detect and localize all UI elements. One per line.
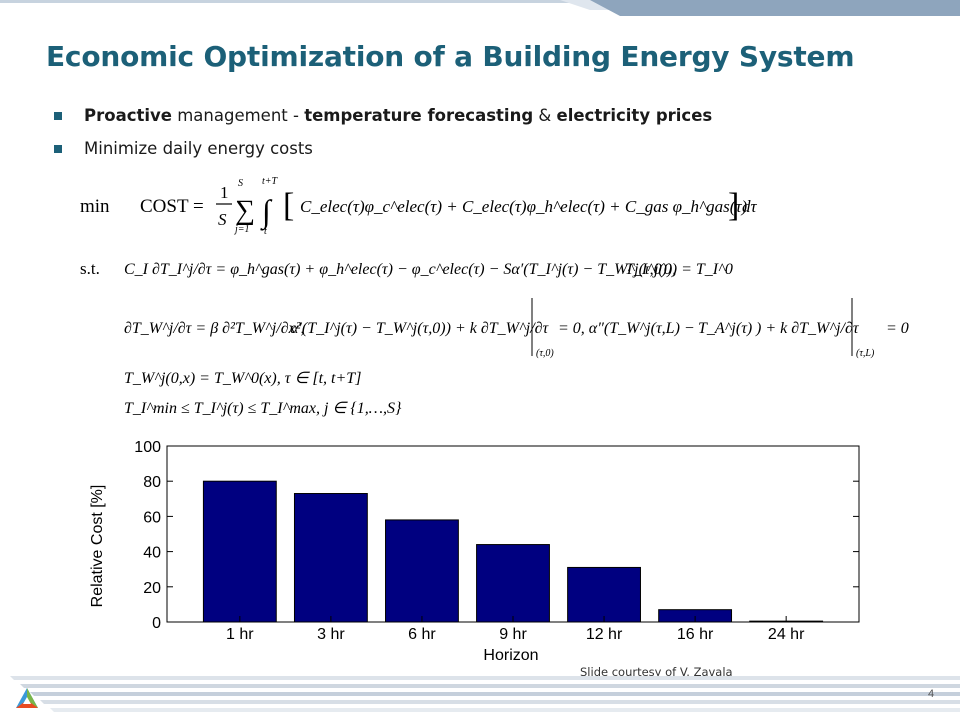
bullet-text: Minimize daily energy costs: [84, 139, 313, 158]
x-tick-label: 12 hr: [586, 626, 623, 643]
bullet-bold-prices: electricity prices: [556, 106, 713, 125]
argonne-logo: [16, 688, 38, 708]
bullet-item: Minimize daily energy costs: [54, 137, 712, 170]
x-tick-label: 24 hr: [768, 626, 805, 643]
bar: [202, 480, 277, 623]
bullet-bold-proactive: Proactive: [84, 106, 172, 125]
integral-symbol: t+T ∫ t: [260, 176, 279, 237]
bullet-marker: [54, 145, 62, 153]
svg-text:) + k ∂T_W^j/∂τ: ) + k ∂T_W^j/∂τ: [755, 320, 860, 337]
x-tick-label: 1 hr: [226, 626, 254, 643]
bullet-text-amp: &: [533, 106, 557, 125]
bullet-bold-forecasting: temperature forecasting: [304, 106, 534, 125]
y-axis-label: Relative Cost [%]: [89, 485, 106, 608]
bullet-item: Proactive management - temperature forec…: [54, 104, 712, 137]
eq-min-label: min: [80, 196, 110, 217]
svg-text:S: S: [238, 178, 243, 189]
bar: [567, 566, 641, 623]
bar: [385, 519, 459, 623]
x-tick-label: 16 hr: [677, 626, 714, 643]
svg-text:t+T: t+T: [262, 176, 279, 187]
fraction-1-over-S: 1 S: [216, 183, 232, 229]
x-tick-label: 3 hr: [317, 626, 345, 643]
eq-wall-initial: T_W^j(0,x) = T_W^0(x), τ ∈ [t, t+T]: [124, 370, 361, 387]
bar: [476, 544, 550, 623]
eq-comfort-bounds: T_I^min ≤ T_I^j(τ) ≤ T_I^max, j ∈ {1,…,S…: [124, 400, 402, 417]
eq-cost-label: COST =: [140, 196, 204, 217]
plot-area: 0 20 40 60 80 100 1 hr 3 hr 6 hr 9 hr 12 hr 16 hr 24…: [134, 439, 860, 643]
eq-ambient-temp-highlight: T_A^j(τ): [698, 320, 752, 337]
slide-title: Economic Optimization of a Building Ener…: [46, 40, 855, 73]
x-tick-label: 6 hr: [408, 626, 436, 643]
bullet-text: management -: [171, 106, 305, 125]
bracket-open: [: [283, 187, 294, 224]
slide-credit: Slide courtesy of V. Zavala: [580, 665, 733, 679]
relative-cost-bar-chart: 0 20 40 60 80 100 1 hr 3 hr 6 hr 9 hr 12 hr 16 hr 24…: [89, 439, 860, 664]
eq-wall-heat: ∂T_W^j/∂τ = β ∂²T_W^j/∂x²,: [124, 320, 305, 337]
svg-text:= 0: = 0: [886, 320, 909, 337]
y-tick-label: 80: [143, 474, 161, 491]
optimization-equations: min COST = 1 S S ∑ j=1 t+T ∫ t [ C_elec(…: [80, 176, 909, 417]
svg-text:∫: ∫: [260, 193, 273, 231]
svg-text:dτ: dτ: [742, 197, 758, 216]
svg-text:∑: ∑: [235, 195, 255, 226]
footer-decoration: [10, 676, 960, 712]
x-tick-label: 9 hr: [499, 626, 527, 643]
y-tick-label: 40: [143, 545, 161, 562]
svg-text:1: 1: [220, 183, 229, 202]
svg-text:t: t: [264, 226, 267, 237]
page-number: 4: [928, 688, 935, 700]
bar: [293, 493, 368, 623]
svg-text:(τ,L): (τ,L): [856, 348, 875, 359]
sum-symbol: S ∑ j=1: [233, 178, 255, 235]
bullet-list: Proactive management - temperature forec…: [54, 104, 712, 170]
header-decoration: [0, 0, 960, 16]
eq-boundary-inner: α′(T_I^j(τ) − T_W^j(τ,0)) + k ∂T_W^j/∂τ: [290, 320, 550, 337]
svg-text:j=1: j=1: [233, 224, 250, 235]
y-tick-label: 60: [143, 509, 161, 526]
bullet-marker: [54, 112, 62, 120]
svg-text:(τ,0): (τ,0): [536, 348, 554, 359]
y-tick-label: 100: [134, 439, 161, 456]
eq-initial-condition: T_I^j(0) = T_I^0: [625, 261, 733, 278]
eq-st-label: s.t.: [80, 259, 100, 278]
y-tick-label: 0: [152, 615, 161, 632]
eq-indoor-balance: C_I ∂T_I^j/∂τ = φ_h^gas(τ) + φ_h^elec(τ)…: [124, 261, 676, 278]
y-tick-label: 20: [143, 580, 161, 597]
eq-objective: C_elec(τ)φ_c^elec(τ) + C_elec(τ)φ_h^elec…: [300, 197, 748, 216]
x-axis-label: Horizon: [483, 647, 538, 664]
svg-text:= 0, α″(T_W^j(τ,L) −: = 0, α″(T_W^j(τ,L) −: [558, 320, 695, 337]
svg-text:S: S: [218, 210, 227, 229]
bracket-close: ]: [728, 187, 739, 224]
